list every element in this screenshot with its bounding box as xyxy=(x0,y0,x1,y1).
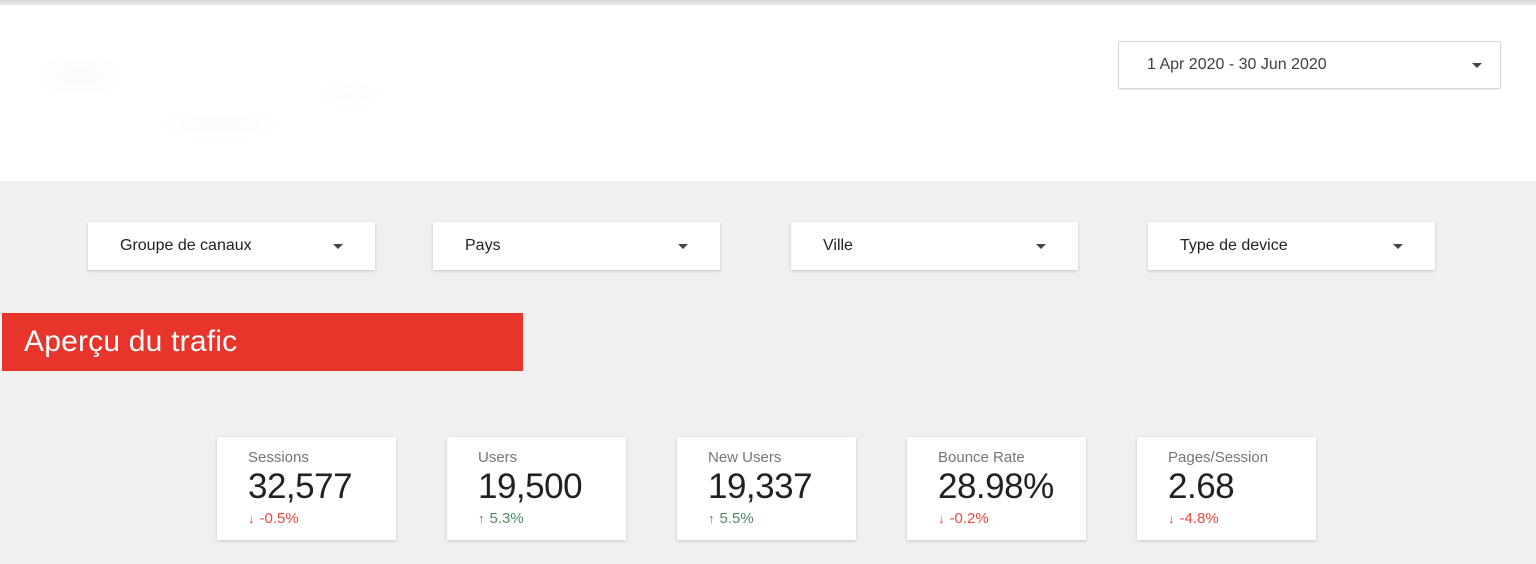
date-range-picker[interactable]: 1 Apr 2020 - 30 Jun 2020 xyxy=(1118,41,1501,89)
filter-country[interactable]: Pays xyxy=(433,222,720,270)
scorecard-new-users: New Users 19,337 ↑ 5.5% xyxy=(677,437,856,540)
metric-value: 19,500 xyxy=(478,467,583,506)
delta-value: 5.3% xyxy=(489,510,524,528)
metric-value: 28.98% xyxy=(938,467,1054,506)
delta-value: 5.5% xyxy=(719,510,754,528)
delta-value: -4.8% xyxy=(1179,510,1219,528)
scorecard-bounce-rate: Bounce Rate 28.98% ↓ -0.2% xyxy=(907,437,1086,540)
scorecard-sessions: Sessions 32,577 ↓ -0.5% xyxy=(217,437,396,540)
chevron-down-icon xyxy=(1036,243,1046,249)
chevron-down-icon xyxy=(1393,243,1403,249)
metric-label: New Users xyxy=(708,449,782,466)
delta-value: -0.5% xyxy=(259,510,299,528)
filter-label: Ville xyxy=(823,237,853,254)
metric-label: Bounce Rate xyxy=(938,449,1025,466)
metric-delta: ↓ -0.5% xyxy=(248,510,386,527)
metric-label: Users xyxy=(478,449,518,466)
metric-value: 32,577 xyxy=(248,467,353,506)
scorecard-users: Users 19,500 ↑ 5.3% xyxy=(447,437,626,540)
metric-label: Sessions xyxy=(248,449,309,466)
section-title: Aperçu du trafic xyxy=(24,325,238,358)
chevron-down-icon xyxy=(678,243,688,249)
metric-value: 2.68 xyxy=(1168,467,1235,506)
window-top-edge xyxy=(0,0,1536,5)
delta-arrow-icon: ↓ xyxy=(1168,511,1175,527)
filter-label: Type de device xyxy=(1180,237,1288,254)
filter-city[interactable]: Ville xyxy=(791,222,1078,270)
faded-logo-watermark xyxy=(20,35,450,165)
metric-delta: ↑ 5.3% xyxy=(478,510,616,527)
scorecard-pages-session: Pages/Session 2.68 ↓ -4.8% xyxy=(1137,437,1316,540)
filter-label: Pays xyxy=(465,237,501,254)
metric-delta: ↓ -0.2% xyxy=(938,510,1076,527)
chevron-down-icon xyxy=(333,243,343,249)
delta-arrow-icon: ↓ xyxy=(938,511,945,527)
metric-delta: ↓ -4.8% xyxy=(1168,510,1306,527)
filter-label: Groupe de canaux xyxy=(120,237,252,254)
delta-arrow-icon: ↑ xyxy=(478,511,485,527)
metric-value: 19,337 xyxy=(708,467,813,506)
date-range-label: 1 Apr 2020 - 30 Jun 2020 xyxy=(1147,56,1327,73)
filter-channel-group[interactable]: Groupe de canaux xyxy=(88,222,375,270)
report-header: 1 Apr 2020 - 30 Jun 2020 xyxy=(0,5,1536,181)
delta-value: -0.2% xyxy=(949,510,989,528)
delta-arrow-icon: ↓ xyxy=(248,511,255,527)
metric-label: Pages/Session xyxy=(1168,449,1269,466)
filter-device-type[interactable]: Type de device xyxy=(1148,222,1435,270)
chevron-down-icon xyxy=(1472,62,1482,68)
metric-delta: ↑ 5.5% xyxy=(708,510,846,527)
delta-arrow-icon: ↑ xyxy=(708,511,715,527)
section-banner: Aperçu du trafic xyxy=(2,313,523,371)
